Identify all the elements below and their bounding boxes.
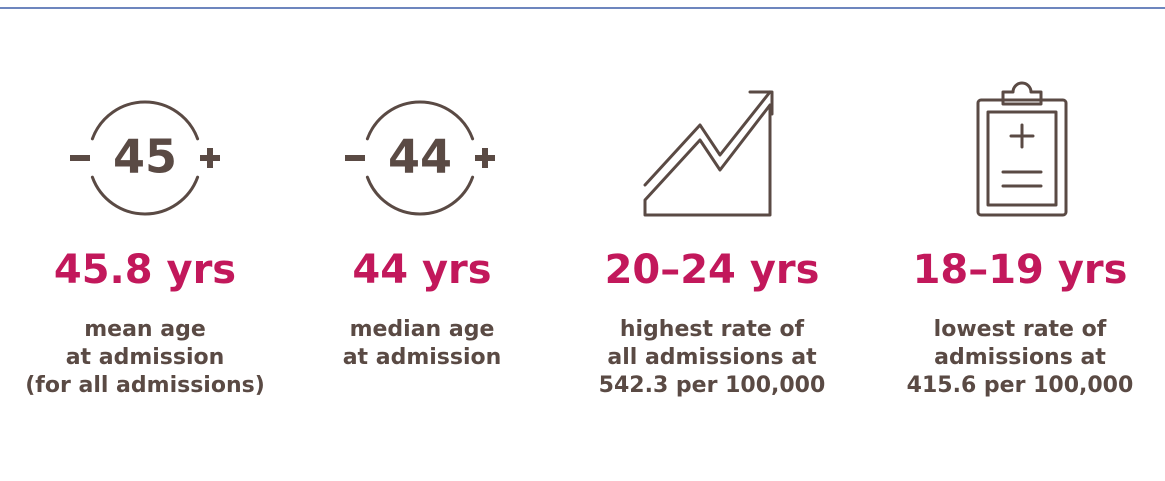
stat-value: 18–19 yrs [913,247,1128,293]
icon-number: 44 [388,130,452,184]
stat-description: 542.3 per 100,000 [599,373,826,398]
stat-description: highest rate of [620,317,805,342]
stat-value: 45.8 yrs [54,247,236,293]
age-icon: 45 [70,100,220,216]
stat-description: (for all admissions) [25,373,265,398]
stat-description: 415.6 per 100,000 [907,373,1134,398]
stat-description: admissions at [934,345,1106,370]
age-icon: 44 [345,100,495,216]
stat-description: mean age [84,317,206,342]
clipboard-icon [976,81,1068,217]
stat-description: median age [350,317,495,342]
stat-description: at admission [66,345,225,370]
stat-value: 20–24 yrs [605,247,820,293]
stat-description: all admissions at [607,345,817,370]
trend-icon [643,90,774,217]
icon-number: 45 [113,130,177,184]
stat-description: at admission [343,345,502,370]
stat-description: lowest rate of [934,317,1107,342]
stat-value: 44 yrs [352,247,491,293]
